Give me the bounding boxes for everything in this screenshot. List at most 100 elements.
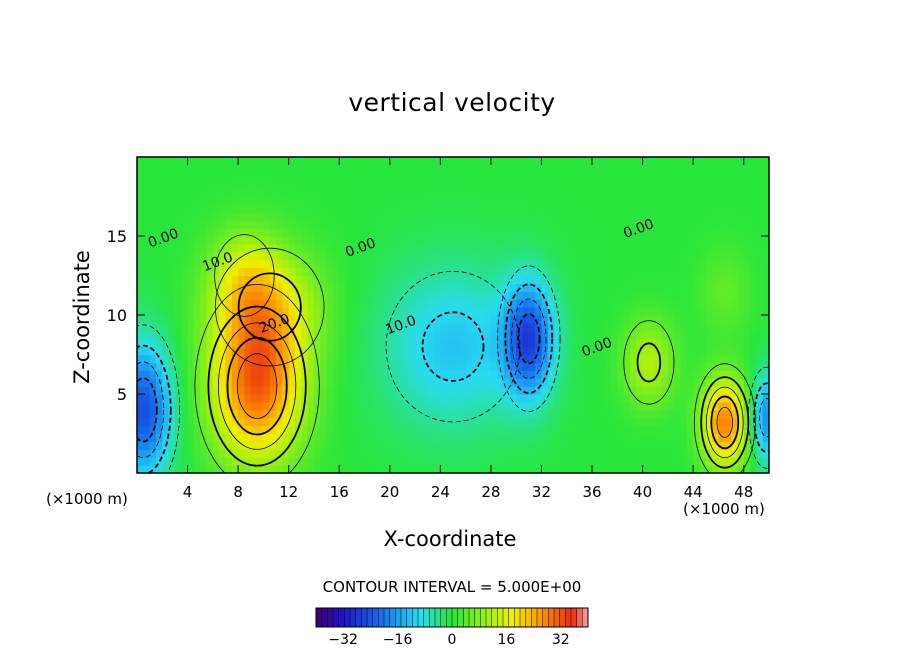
heatmap-cell — [193, 228, 201, 237]
heatmap-cell — [288, 417, 296, 427]
heatmap-cell — [617, 457, 625, 466]
heatmap-cell — [332, 236, 340, 245]
heatmap-cell — [257, 433, 264, 442]
heatmap-cell — [459, 457, 467, 466]
heatmap-cell — [655, 275, 663, 284]
heatmap-cell — [750, 386, 757, 395]
heatmap-cell — [453, 236, 460, 245]
heatmap-cell — [263, 322, 271, 332]
colorbar-swatch — [344, 608, 351, 627]
heatmap-cell — [528, 417, 536, 427]
heatmap-cell — [307, 291, 315, 300]
heatmap-cell — [611, 275, 618, 284]
heatmap-cell — [257, 251, 264, 261]
heatmap-cell — [351, 362, 359, 371]
heatmap-cell — [446, 212, 454, 221]
heatmap-cell — [421, 315, 429, 324]
heatmap-cell — [585, 299, 593, 308]
heatmap-cell — [320, 401, 328, 411]
heatmap-cell — [143, 322, 151, 332]
heatmap-cell — [320, 330, 328, 340]
heatmap-cell — [402, 394, 410, 403]
heatmap-cell — [667, 164, 675, 174]
heatmap-cell — [402, 228, 410, 237]
heatmap-cell — [193, 433, 201, 442]
heatmap-cell — [623, 259, 631, 269]
heatmap-cell — [674, 188, 682, 198]
heatmap-cell — [301, 180, 309, 190]
heatmap-cell — [155, 299, 163, 308]
heatmap-cell — [629, 433, 637, 442]
heatmap-cell — [269, 251, 277, 261]
heatmap-cell — [389, 275, 397, 284]
heatmap-cell — [503, 259, 511, 269]
heatmap-cell — [655, 204, 663, 213]
heatmap-cell — [313, 212, 321, 221]
heatmap-cell — [743, 465, 751, 473]
heatmap-cell — [724, 212, 732, 221]
heatmap-cell — [497, 394, 505, 403]
heatmap-cell — [573, 204, 580, 213]
heatmap-cell — [497, 362, 505, 371]
heatmap-cell — [573, 409, 580, 419]
heatmap-cell — [629, 362, 637, 371]
heatmap-cell — [693, 283, 701, 292]
heatmap-cell — [560, 322, 568, 332]
heatmap-cell — [503, 417, 511, 427]
heatmap-cell — [320, 259, 328, 269]
heatmap-cell — [585, 330, 593, 340]
heatmap-cell — [471, 236, 479, 245]
heatmap-cell — [288, 362, 296, 371]
heatmap-cell — [307, 251, 315, 261]
heatmap-cell — [674, 212, 682, 221]
heatmap-cell — [313, 164, 321, 174]
heatmap-cell — [661, 307, 669, 316]
heatmap-cell — [560, 204, 568, 213]
heatmap-cell — [541, 322, 549, 332]
heatmap-cell — [592, 251, 599, 261]
heatmap-cell — [535, 465, 543, 473]
heatmap-cell — [421, 322, 429, 332]
heatmap-cell — [611, 354, 618, 363]
heatmap-cell — [377, 164, 385, 174]
heatmap-cell — [143, 251, 151, 261]
heatmap-cell — [408, 465, 416, 473]
heatmap-cell — [263, 362, 271, 371]
heatmap-cell — [484, 283, 492, 292]
heatmap-cell — [566, 409, 574, 419]
heatmap-cell — [471, 275, 479, 284]
heatmap-cell — [453, 449, 460, 458]
heatmap-cell — [636, 354, 644, 363]
heatmap-cell — [137, 433, 144, 442]
heatmap-cell — [313, 180, 321, 190]
heatmap-cell — [377, 259, 385, 269]
heatmap-cell — [238, 212, 246, 221]
heatmap-cell — [181, 299, 189, 308]
colorbar-swatch — [401, 608, 408, 627]
heatmap-cell — [490, 196, 498, 205]
heatmap-cell — [636, 425, 644, 435]
heatmap-cell — [383, 401, 391, 411]
heatmap-cell — [453, 370, 460, 379]
heatmap-cell — [737, 299, 745, 308]
heatmap-cell — [149, 299, 157, 308]
heatmap-cell — [604, 228, 612, 237]
heatmap-cell — [257, 401, 264, 411]
heatmap-cell — [181, 267, 189, 277]
heatmap-cell — [408, 212, 416, 221]
heatmap-cell — [762, 212, 769, 221]
heatmap-cell — [212, 465, 220, 473]
heatmap-cell — [490, 212, 498, 221]
heatmap-cell — [181, 338, 189, 348]
heatmap-cell — [478, 204, 486, 213]
heatmap-cell — [358, 433, 366, 442]
heatmap-cell — [724, 386, 732, 395]
heatmap-cell — [345, 220, 353, 229]
heatmap-cell — [421, 338, 429, 348]
heatmap-cell — [648, 441, 656, 450]
heatmap-cell — [686, 417, 694, 427]
heatmap-cell — [200, 188, 208, 198]
heatmap-cell — [326, 433, 334, 442]
heatmap-cell — [181, 291, 189, 300]
